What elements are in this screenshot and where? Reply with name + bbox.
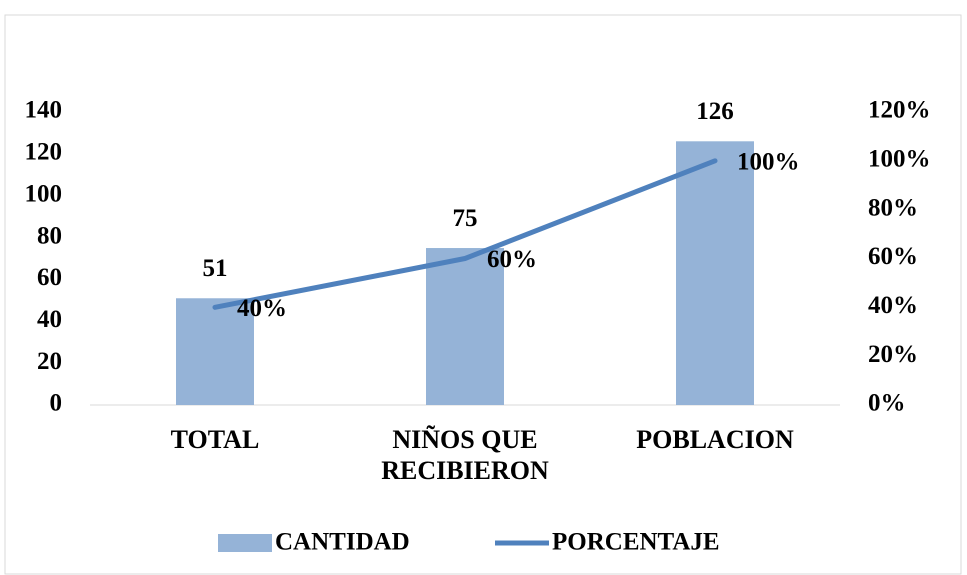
y2-tick-label: 100% <box>868 146 931 173</box>
y-tick-label: 60 <box>37 264 62 291</box>
y-tick-label: 120 <box>25 139 63 166</box>
y2-tick-label: 40% <box>868 292 918 319</box>
bar <box>676 141 754 406</box>
x-tick-label: TOTAL <box>170 425 260 454</box>
y-tick-label: 80 <box>37 222 62 249</box>
legend-label: CANTIDAD <box>275 529 410 556</box>
x-tick-label: NIÑOS QUE RECIBIERON <box>381 425 549 485</box>
y2-tick-label: 0% <box>868 390 906 417</box>
data-label: 40% <box>237 295 287 322</box>
data-label: 75 <box>453 205 478 232</box>
bar <box>176 298 254 405</box>
y2-tick-label: 60% <box>868 243 918 270</box>
bar <box>426 248 504 405</box>
y-tick-label: 140 <box>25 97 63 124</box>
data-label: 51 <box>203 255 228 282</box>
y2-tick-label: 20% <box>868 341 918 368</box>
y-tick-label: 40 <box>37 306 62 333</box>
legend-label: PORCENTAJE <box>552 529 720 556</box>
y-tick-label: 100 <box>25 180 63 207</box>
line <box>212 158 718 310</box>
data-label: 100% <box>737 149 800 176</box>
y-tick-label: 0 <box>50 390 63 417</box>
data-label: 60% <box>487 246 537 273</box>
y2-tick-label: 80% <box>868 194 918 221</box>
legend-swatch <box>218 534 272 552</box>
data-label: 126 <box>696 98 734 125</box>
x-tick-label: POBLACION <box>636 425 794 454</box>
y2-tick-label: 120% <box>868 97 931 124</box>
y-tick-label: 20 <box>37 348 62 375</box>
